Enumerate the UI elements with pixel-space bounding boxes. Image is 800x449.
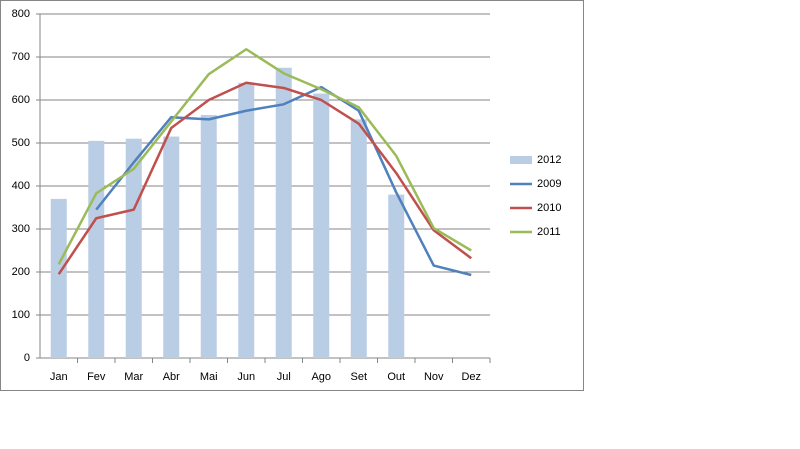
bar bbox=[313, 93, 330, 359]
y-tick-label: 0 bbox=[24, 352, 30, 364]
bar bbox=[238, 82, 255, 359]
x-tick-label: Fev bbox=[87, 371, 106, 383]
y-tick-label: 600 bbox=[12, 94, 30, 106]
line bbox=[57, 81, 472, 275]
x-tick-label: Out bbox=[387, 371, 405, 383]
bar bbox=[200, 115, 217, 358]
legend-swatch bbox=[510, 156, 532, 164]
legend-label: 2011 bbox=[537, 226, 561, 238]
legend-label: 2012 bbox=[537, 154, 561, 166]
y-tick-label: 400 bbox=[12, 180, 30, 192]
y-tick-label: 800 bbox=[12, 8, 30, 20]
legend-label: 2010 bbox=[537, 202, 561, 214]
bar bbox=[388, 194, 405, 358]
bar bbox=[275, 67, 292, 358]
bar bbox=[50, 198, 67, 358]
y-tick-label: 700 bbox=[12, 51, 30, 63]
x-tick-label: Jul bbox=[277, 371, 291, 383]
legend-label: 2009 bbox=[537, 178, 561, 190]
chart-border bbox=[0, 0, 584, 391]
y-tick-label: 200 bbox=[12, 266, 30, 278]
x-tick-label: Abr bbox=[163, 371, 180, 383]
bar bbox=[125, 138, 142, 358]
x-tick-label: Mai bbox=[200, 371, 218, 383]
line bbox=[57, 48, 472, 265]
bar bbox=[88, 140, 105, 358]
y-tick-label: 300 bbox=[12, 223, 30, 235]
y-tick-label: 100 bbox=[12, 309, 30, 321]
x-tick-label: Jan bbox=[50, 371, 68, 383]
bar bbox=[163, 136, 180, 358]
x-tick-label: Mar bbox=[124, 371, 143, 383]
x-tick-label: Ago bbox=[311, 371, 331, 383]
line bbox=[95, 85, 472, 277]
bar bbox=[350, 119, 367, 358]
x-tick-label: Set bbox=[350, 371, 367, 383]
x-tick-label: Jun bbox=[237, 371, 255, 383]
x-tick-label: Dez bbox=[461, 371, 481, 383]
y-tick-label: 500 bbox=[12, 137, 30, 149]
x-tick-label: Nov bbox=[424, 371, 444, 383]
